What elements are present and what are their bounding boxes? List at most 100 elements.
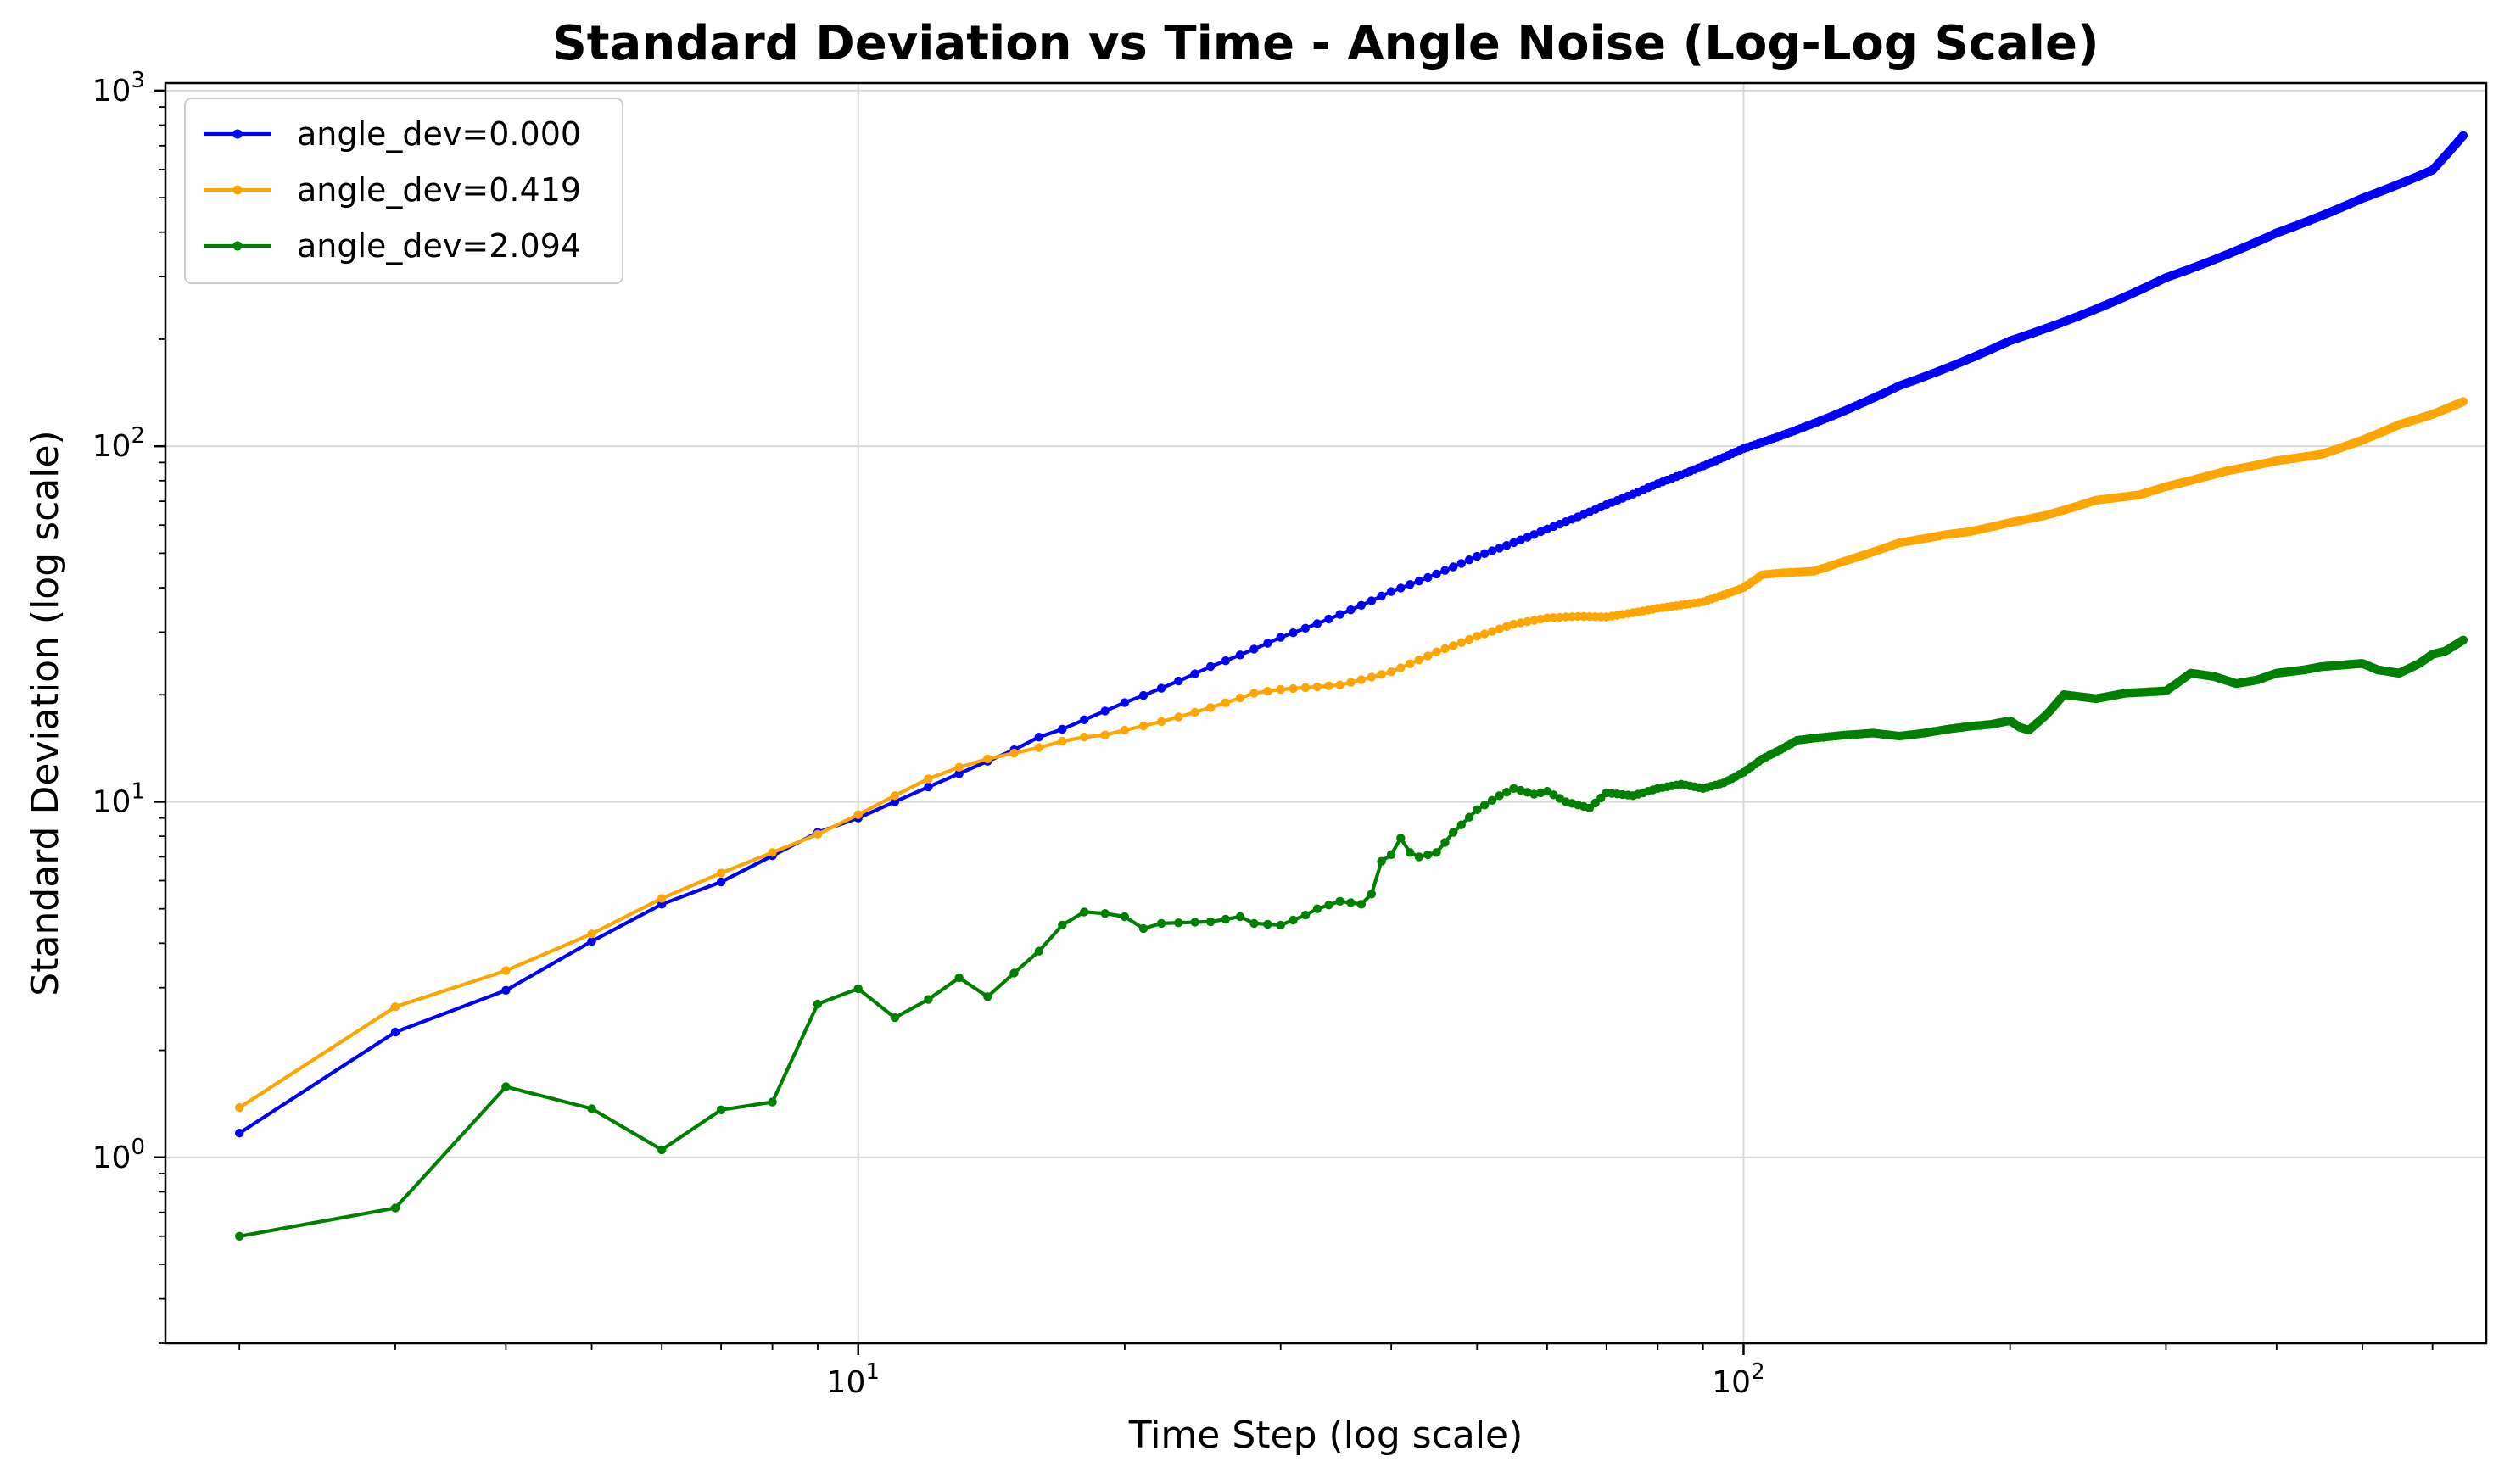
series-point bbox=[1406, 848, 1415, 857]
series-point bbox=[1356, 900, 1367, 909]
series-point bbox=[1174, 676, 1183, 686]
series-point bbox=[1190, 707, 1199, 717]
series-point bbox=[1590, 798, 1600, 808]
series-point bbox=[853, 810, 863, 819]
series-point bbox=[1396, 583, 1406, 593]
series-point bbox=[924, 782, 933, 792]
series-point bbox=[1120, 912, 1130, 922]
series-point bbox=[1276, 684, 1285, 695]
series-point bbox=[1034, 946, 1044, 956]
series-point bbox=[1542, 613, 1552, 622]
series-point bbox=[1009, 968, 1019, 978]
series-point bbox=[1529, 616, 1539, 625]
series-point bbox=[390, 1203, 400, 1213]
series-point bbox=[1386, 850, 1396, 859]
series-point bbox=[1120, 725, 1130, 735]
series-point bbox=[768, 1097, 777, 1107]
series-point bbox=[716, 868, 726, 878]
series-point bbox=[1432, 569, 1441, 579]
series-point bbox=[1487, 627, 1497, 636]
series-point bbox=[1138, 721, 1149, 731]
legend-label: angle_dev=0.000 bbox=[297, 115, 581, 153]
series-point bbox=[1058, 736, 1067, 746]
series-point bbox=[1100, 909, 1110, 918]
series-point bbox=[890, 797, 900, 806]
series-point bbox=[1432, 848, 1441, 857]
series-point bbox=[1377, 670, 1386, 679]
x-axis-label: Time Step (log scale) bbox=[1128, 1414, 1523, 1457]
series-point bbox=[2458, 131, 2468, 140]
y-axis-label: Standard Deviation (log scale) bbox=[24, 430, 67, 996]
series-point bbox=[2458, 397, 2468, 406]
series-point bbox=[1432, 647, 1441, 656]
series-point bbox=[1456, 820, 1467, 829]
series-point bbox=[1516, 535, 1525, 544]
series-point bbox=[1423, 651, 1433, 661]
series-point bbox=[1509, 538, 1518, 548]
series-point bbox=[1058, 920, 1067, 930]
series-point bbox=[1464, 555, 1474, 565]
series-point bbox=[1480, 629, 1490, 639]
series-point bbox=[1205, 703, 1216, 712]
series-point bbox=[1367, 672, 1377, 682]
series-point bbox=[1324, 901, 1333, 910]
series-point bbox=[1190, 918, 1199, 927]
series-point bbox=[1406, 580, 1415, 589]
series-point bbox=[1080, 715, 1089, 724]
series-point bbox=[501, 1082, 511, 1091]
series-point bbox=[1263, 639, 1272, 648]
series-point bbox=[1585, 803, 1595, 813]
series-point bbox=[1221, 698, 1231, 707]
series-point bbox=[1423, 572, 1433, 583]
series-point bbox=[1495, 544, 1504, 553]
series-point bbox=[1346, 898, 1356, 907]
series-point bbox=[1529, 530, 1539, 539]
series-point bbox=[1414, 577, 1424, 586]
series-point bbox=[1377, 856, 1386, 866]
series-point bbox=[1473, 632, 1482, 641]
series-point bbox=[1367, 890, 1377, 899]
series-point bbox=[1473, 551, 1482, 561]
legend-label: angle_dev=0.419 bbox=[297, 171, 581, 209]
series-point bbox=[587, 929, 596, 939]
series-point bbox=[1523, 533, 1532, 542]
series-point bbox=[1100, 706, 1110, 716]
series-point bbox=[1249, 644, 1259, 654]
series-point bbox=[1221, 914, 1231, 924]
series-point bbox=[768, 848, 777, 857]
series-point bbox=[1312, 682, 1322, 692]
series-point bbox=[1396, 663, 1406, 672]
series-point bbox=[1523, 616, 1532, 627]
series-point bbox=[1414, 655, 1424, 665]
series-point bbox=[1464, 812, 1474, 822]
series-point bbox=[1335, 680, 1344, 689]
series-point bbox=[657, 894, 667, 903]
series-point bbox=[1235, 693, 1245, 703]
series-point bbox=[1276, 633, 1285, 642]
series-point bbox=[235, 1231, 244, 1241]
series-point bbox=[1523, 788, 1532, 797]
series-point bbox=[1549, 613, 1558, 622]
series-point bbox=[924, 774, 933, 784]
series-point bbox=[1276, 920, 1285, 930]
legend: angle_dev=0.000 angle_dev=0.419 angle_dev=… bbox=[184, 98, 623, 284]
series-point bbox=[1205, 917, 1216, 927]
series-point bbox=[853, 984, 863, 994]
series-point bbox=[1263, 687, 1272, 696]
series-point bbox=[1235, 650, 1245, 660]
series-point bbox=[1495, 624, 1504, 633]
series-1 bbox=[235, 397, 2468, 1113]
series-point bbox=[1473, 805, 1482, 814]
series-point bbox=[2458, 635, 2468, 644]
x-tick-label: 101 bbox=[827, 1359, 880, 1400]
series-point bbox=[1300, 910, 1311, 920]
series-point bbox=[1138, 923, 1149, 934]
series-point bbox=[1502, 787, 1512, 797]
series-point bbox=[813, 999, 823, 1009]
series-point bbox=[657, 1145, 667, 1155]
series-point bbox=[1386, 587, 1396, 596]
chart-title: Standard Deviation vs Time - Angle Noise… bbox=[552, 16, 2099, 71]
x-axis: 101 102 bbox=[238, 1343, 2434, 1400]
legend-swatch-marker bbox=[232, 185, 243, 195]
legend-swatch-marker bbox=[232, 241, 243, 251]
